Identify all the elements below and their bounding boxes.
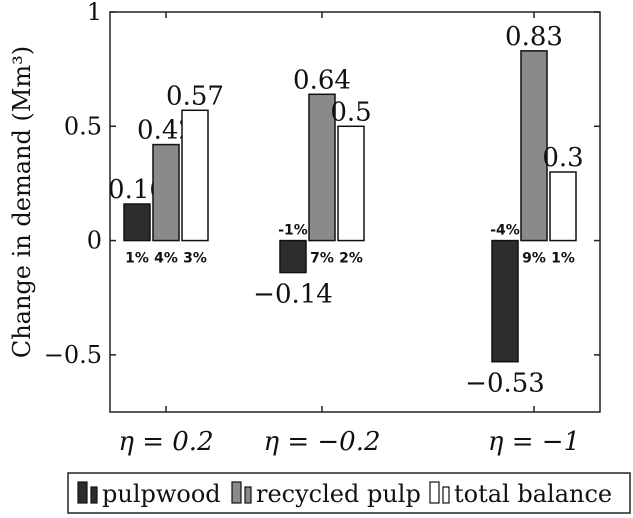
y-tick-label: 0.5 xyxy=(64,112,102,140)
bars-layer: 0.161%0.424%0.573%−0.14-1%0.647%0.52%−0.… xyxy=(108,22,584,399)
legend: pulpwood recycled pulp total balance xyxy=(67,472,631,514)
bar-pct-label: 7% xyxy=(310,251,334,267)
bar-pct-label: 2% xyxy=(339,251,363,267)
y-axis: 1 0.5 0 −0.5 xyxy=(44,0,600,369)
bar-total-balance-0 xyxy=(181,109,209,242)
legend-swatch-small xyxy=(90,486,98,504)
bar-value-label: 0.57 xyxy=(166,81,224,111)
x-category-label: η = 0.2 xyxy=(118,427,213,457)
bar-pct-label: 9% xyxy=(522,251,546,267)
bar-value-label: 0.64 xyxy=(293,65,351,95)
bar-pct-label: -4% xyxy=(490,223,520,239)
y-tick-label: −0.5 xyxy=(44,341,102,369)
bar-pct-label: 4% xyxy=(154,251,178,267)
x-category-label: η = −0.2 xyxy=(263,427,380,457)
bar-value-label: −0.53 xyxy=(465,369,545,399)
legend-label: recycled pulp xyxy=(256,480,421,508)
bar-pulpwood-0 xyxy=(123,203,151,242)
plot-frame xyxy=(109,11,601,413)
legend-label: pulpwood xyxy=(102,480,221,508)
bar-recycled-pulp-1 xyxy=(308,93,336,242)
legend-label: total balance xyxy=(454,480,612,508)
bar-pct-label: -1% xyxy=(278,223,308,239)
bar-value-label: 0.5 xyxy=(330,97,371,127)
x-axis: η = 0.2 η = −0.2 η = −1 xyxy=(118,12,580,457)
legend-swatch-small xyxy=(442,486,450,504)
bar-recycled-pulp-2 xyxy=(520,50,548,242)
bar-pct-label: 1% xyxy=(125,251,149,267)
bar-pulpwood-2 xyxy=(491,239,519,363)
legend-swatch-small xyxy=(244,486,252,504)
y-axis-label: Change in demand (Mm³) xyxy=(8,46,36,358)
x-category-label: η = −1 xyxy=(488,427,580,457)
bar-value-label: 0.3 xyxy=(542,143,583,173)
bar-recycled-pulp-0 xyxy=(152,143,180,242)
bar-total-balance-2 xyxy=(549,171,577,242)
bar-value-label: 0.83 xyxy=(505,22,563,52)
y-tick-label: 1 xyxy=(87,0,102,26)
y-tick-label: 0 xyxy=(87,227,102,255)
legend-box xyxy=(67,472,631,514)
legend-swatch xyxy=(429,481,440,504)
bar-pct-label: 1% xyxy=(551,251,575,267)
bar-pulpwood-1 xyxy=(279,239,307,274)
bar-pct-label: 3% xyxy=(183,251,207,267)
bar-value-label: −0.14 xyxy=(253,280,333,310)
bar-total-balance-1 xyxy=(337,125,365,242)
legend-swatch xyxy=(231,481,242,504)
plot-border xyxy=(109,11,601,413)
legend-swatch xyxy=(77,481,88,504)
